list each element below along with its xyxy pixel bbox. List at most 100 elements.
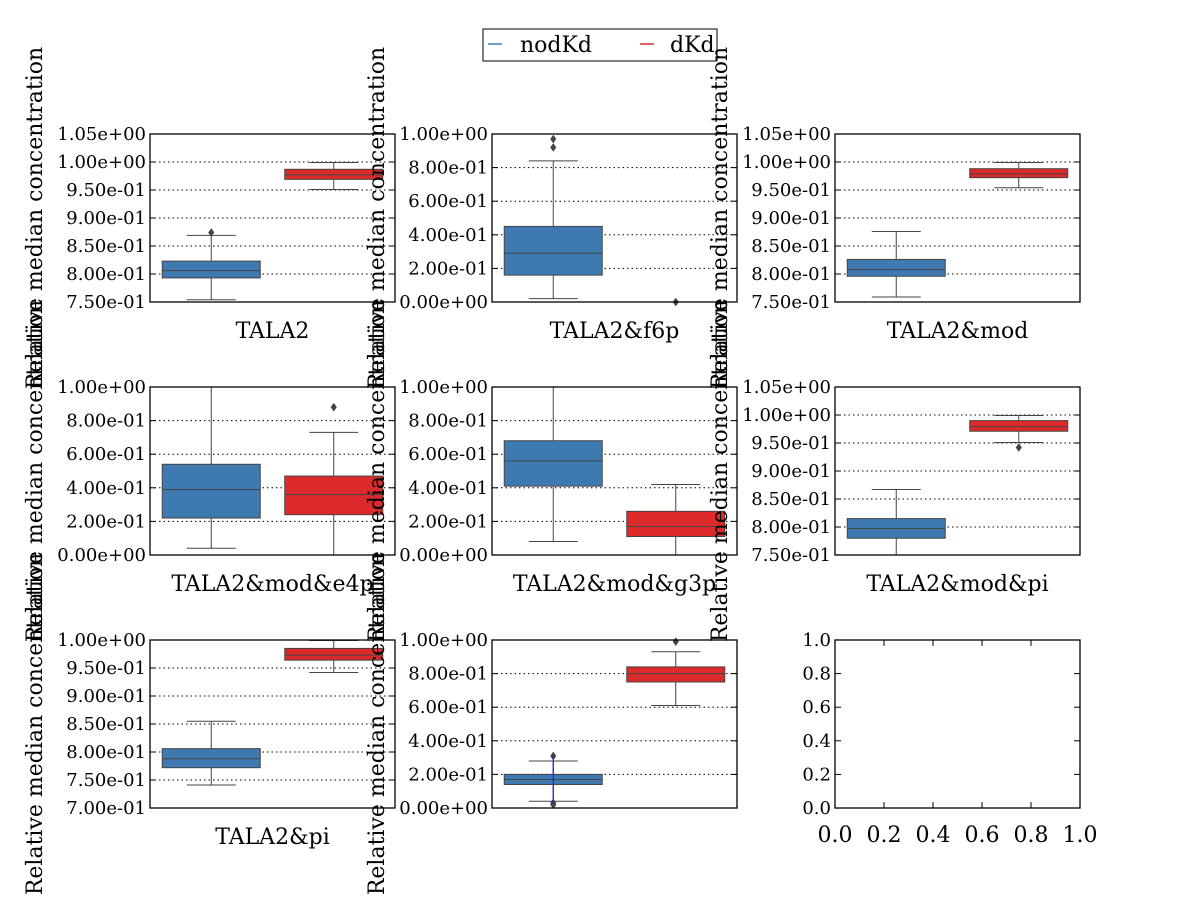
subplot-1: 7.50e-01 8.00e-01 8.50e-01 9.00e-01 9.50e-01… bbox=[23, 47, 396, 389]
box-nodkd bbox=[161, 386, 261, 549]
y-tick-label: 1.05e+00 bbox=[742, 124, 831, 145]
y-tick-label: 4.00e-01 bbox=[408, 731, 488, 752]
y-tick-label: 0.0 bbox=[802, 798, 831, 819]
x-tick-label: 0.4 bbox=[916, 823, 951, 848]
axes-frame bbox=[491, 386, 738, 556]
y-tick-label: 1.05e+00 bbox=[742, 377, 831, 398]
legend: nodKd dKd bbox=[482, 28, 718, 62]
iqr-box bbox=[626, 510, 726, 538]
x-axis-label: TALA2&mod&e4p bbox=[171, 572, 373, 597]
y-tick-label: 9.50e-01 bbox=[66, 180, 146, 201]
box-dkd bbox=[284, 402, 384, 556]
y-tick-label: 9.00e-01 bbox=[751, 208, 831, 229]
y-tick-label: 8.50e-01 bbox=[751, 236, 831, 257]
y-tick-label: 4.00e-01 bbox=[408, 225, 488, 246]
y-tick-label: 7.50e-01 bbox=[751, 545, 831, 566]
y-tick-label: 2.00e-01 bbox=[408, 511, 488, 532]
subplot-6: 7.50e-01 8.00e-01 8.50e-01 9.00e-01 9.50e-01… bbox=[708, 300, 1081, 642]
y-tick-label: 1.00e+00 bbox=[57, 630, 146, 651]
y-tick-label: 1.00e+00 bbox=[399, 124, 488, 145]
y-tick-label: 6.00e-01 bbox=[66, 444, 146, 465]
box-nodkd bbox=[161, 228, 261, 301]
y-axis-label: Relative median concentration bbox=[365, 300, 390, 642]
iqr-box bbox=[161, 748, 261, 769]
outlier-point bbox=[550, 143, 557, 152]
iqr-box bbox=[161, 260, 261, 279]
x-axis-label: TALA2 bbox=[236, 319, 310, 344]
subplot-2: 0.00e+00 2.00e-01 4.00e-01 6.00e-01 8.00e-01… bbox=[365, 47, 738, 389]
iqr-box bbox=[161, 463, 261, 519]
y-tick-label: 0.00e+00 bbox=[399, 798, 488, 819]
y-tick-label: 8.00e-01 bbox=[66, 742, 146, 763]
y-axis-label: Relative median concentration bbox=[23, 300, 48, 642]
box-dkd bbox=[969, 415, 1069, 452]
y-axis-label: Relative median concentration bbox=[708, 300, 733, 642]
legend-frame bbox=[482, 28, 718, 62]
iqr-box bbox=[969, 168, 1069, 179]
y-tick-label: 8.50e-01 bbox=[66, 714, 146, 735]
box-nodkd bbox=[846, 488, 946, 556]
x-tick-label: 0.8 bbox=[1014, 823, 1049, 848]
box-dkd bbox=[969, 162, 1069, 189]
box-dkd bbox=[626, 637, 726, 707]
iqr-box bbox=[503, 440, 603, 487]
y-tick-label: 8.00e-01 bbox=[751, 517, 831, 538]
y-tick-label: 1.00e+00 bbox=[399, 377, 488, 398]
subplot-8: 0.00e+00 2.00e-01 4.00e-01 6.00e-01 8.00e-01… bbox=[365, 553, 738, 895]
y-tick-label: 1.00e+00 bbox=[742, 152, 831, 173]
x-axis-label: TALA2&pi bbox=[215, 825, 330, 850]
y-tick-label: 1.05e+00 bbox=[57, 124, 146, 145]
y-tick-label: 4.00e-01 bbox=[66, 478, 146, 499]
outlier-point bbox=[1015, 443, 1022, 452]
y-axis-label: Relative median concentration bbox=[365, 553, 390, 895]
y-tick-label: 8.50e-01 bbox=[66, 236, 146, 257]
y-tick-label: 2.00e-01 bbox=[408, 764, 488, 785]
y-tick-label: 8.00e-01 bbox=[66, 411, 146, 432]
y-tick-label: 2.00e-01 bbox=[408, 258, 488, 279]
box-dkd bbox=[284, 162, 384, 190]
subplot-9: 0.0 0.2 0.4 0.6 0.8 1.0 0.0 0.2 0.4 0.6 0.8 1.0 bbox=[802, 630, 1097, 848]
y-tick-label: 8.00e-01 bbox=[408, 664, 488, 685]
y-tick-label: 9.50e-01 bbox=[66, 658, 146, 679]
iqr-box bbox=[626, 666, 726, 683]
y-tick-label: 8.00e-01 bbox=[751, 264, 831, 285]
y-tick-label: 8.50e-01 bbox=[751, 489, 831, 510]
y-tick-label: 9.00e-01 bbox=[751, 461, 831, 482]
iqr-box bbox=[503, 225, 603, 276]
y-tick-label: 0.8 bbox=[802, 664, 831, 685]
y-tick-label: 7.50e-01 bbox=[66, 770, 146, 791]
y-tick-label: 0.00e+00 bbox=[399, 545, 488, 566]
box-nodkd bbox=[503, 134, 603, 300]
iqr-box bbox=[846, 258, 946, 277]
outlier-point bbox=[550, 134, 557, 144]
y-tick-label: 1.00e+00 bbox=[57, 152, 146, 173]
axes-frame bbox=[149, 386, 396, 556]
y-tick-label: 0.2 bbox=[802, 764, 831, 785]
x-tick-label: 0.6 bbox=[965, 823, 1000, 848]
x-axis-label: TALA2&f6p bbox=[550, 319, 680, 344]
y-axis-label: Relative median concentration bbox=[23, 553, 48, 895]
x-tick-label: 0.0 bbox=[818, 823, 853, 848]
subplot-4: 0.00e+00 2.00e-01 4.00e-01 6.00e-01 8.00e-01… bbox=[23, 300, 396, 642]
iqr-box bbox=[284, 647, 384, 661]
y-tick-label: 7.50e-01 bbox=[751, 292, 831, 313]
axes-frame bbox=[834, 639, 1081, 809]
y-tick-label: 0.4 bbox=[802, 731, 831, 752]
axes-frame bbox=[491, 639, 738, 809]
legend-label-nodkd: nodKd bbox=[520, 33, 592, 58]
y-tick-label: 1.0 bbox=[802, 630, 831, 651]
y-tick-label: 4.00e-01 bbox=[408, 478, 488, 499]
outlier-point bbox=[672, 637, 679, 647]
y-tick-label: 6.00e-01 bbox=[408, 191, 488, 212]
subplot-3: 7.50e-01 8.00e-01 8.50e-01 9.00e-01 9.50e-01… bbox=[708, 47, 1081, 389]
iqr-box bbox=[969, 420, 1069, 432]
box-nodkd bbox=[846, 230, 946, 298]
y-axis-label: Relative median concentration bbox=[708, 47, 733, 389]
y-tick-label: 7.00e-01 bbox=[66, 798, 146, 819]
y-tick-label: 9.50e-01 bbox=[751, 180, 831, 201]
y-tick-label: 1.00e+00 bbox=[399, 630, 488, 651]
subplot-grid: 7.50e-01 8.00e-01 8.50e-01 9.00e-01 9.50e-01… bbox=[23, 47, 1098, 895]
axes-frame bbox=[491, 133, 738, 303]
y-tick-label: 2.00e-01 bbox=[66, 511, 146, 532]
